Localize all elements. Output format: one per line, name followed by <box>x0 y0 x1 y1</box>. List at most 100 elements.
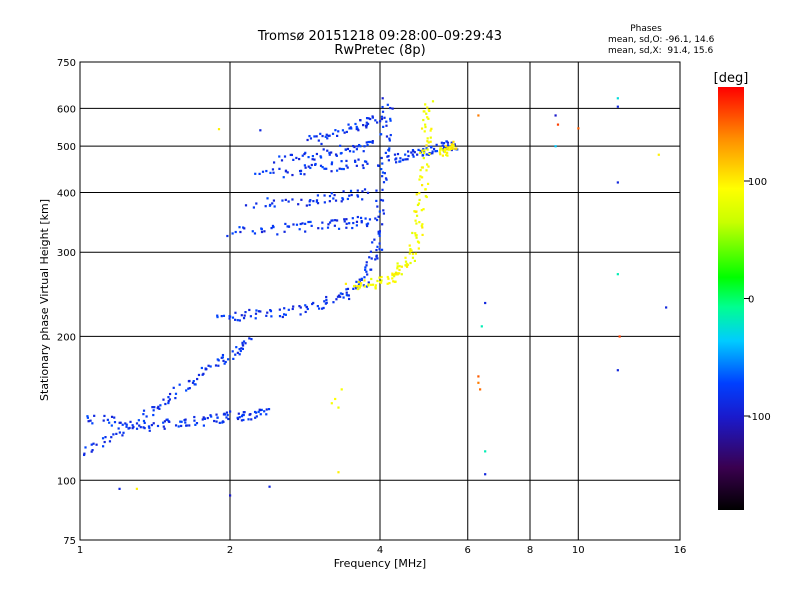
trace-point-o <box>142 409 146 412</box>
x-tick-label: 6 <box>465 545 471 556</box>
trace-point-x <box>426 140 429 143</box>
trace-point-o <box>90 450 93 453</box>
trace-point-o <box>117 427 120 430</box>
scatter-point <box>618 335 621 338</box>
trace-point-o <box>103 440 106 444</box>
trace-point-o <box>196 377 199 381</box>
trace-point-o <box>341 129 345 132</box>
trace-point-x <box>443 150 447 154</box>
trace-point-o <box>147 425 151 428</box>
trace-point-x <box>415 214 419 217</box>
trace-point-o <box>323 167 326 170</box>
trace-point-o <box>330 163 333 166</box>
trace-point-x <box>414 232 417 235</box>
trace-point-x <box>450 143 454 146</box>
trace-point-o <box>159 404 162 407</box>
trace-point-o <box>226 358 230 361</box>
trace-point-o <box>122 431 125 434</box>
trace-point-o <box>378 248 381 251</box>
trace-point-o <box>269 308 272 312</box>
trace-point-o <box>240 347 243 350</box>
trace-point-o <box>376 205 379 208</box>
trace-point-o <box>332 301 335 304</box>
trace-point-o <box>345 222 348 225</box>
trace-point-o <box>376 257 379 260</box>
scatter-point <box>334 397 337 401</box>
trace-point-o <box>129 420 132 423</box>
trace-point-o <box>298 305 301 308</box>
trace-point-o <box>254 312 258 315</box>
trace-point-o <box>207 364 210 367</box>
trace-point-o <box>145 415 148 418</box>
trace-point-o <box>287 308 290 311</box>
trace-point-o <box>331 219 334 222</box>
trace-point-o <box>222 314 226 317</box>
trace-point-x <box>446 154 449 157</box>
trace-point-o <box>227 417 230 421</box>
trace-point-o <box>316 304 319 308</box>
trace-point-o <box>322 306 325 310</box>
trace-point-o <box>125 423 128 426</box>
trace-point-o <box>213 419 216 423</box>
trace-point-o <box>369 117 372 121</box>
trace-point-o <box>376 245 379 248</box>
trace-point-o <box>354 160 357 163</box>
trace-point-o <box>167 401 170 405</box>
scatter-point <box>577 127 580 130</box>
trace-point-o <box>194 383 197 386</box>
trace-point-o <box>361 164 364 167</box>
trace-point-o <box>166 418 169 421</box>
trace-point-o <box>271 224 275 228</box>
trace-point-o <box>315 200 318 203</box>
trace-point-o <box>348 150 352 153</box>
trace-point-o <box>295 223 299 226</box>
trace-point-o <box>336 295 340 298</box>
trace-point-o <box>337 294 341 297</box>
trace-point-o <box>260 230 264 234</box>
trace-point-o <box>345 291 348 294</box>
trace-point-x <box>426 137 429 140</box>
trace-point-o <box>364 217 367 220</box>
trace-point-o <box>362 123 365 127</box>
trace-point-o <box>238 416 241 419</box>
trace-point-o <box>357 129 360 132</box>
trace-point-o <box>410 151 413 154</box>
scatter-point <box>554 114 557 117</box>
trace-point-o <box>83 452 86 455</box>
trace-point-o <box>326 137 329 140</box>
scatter-point <box>556 123 560 126</box>
trace-point-o <box>381 110 385 113</box>
trace-point-x <box>446 151 449 154</box>
trace-point-o <box>323 194 326 197</box>
colorbar-label: [deg] <box>714 71 749 86</box>
trace-point-o <box>317 139 320 142</box>
trace-point-o <box>445 146 448 149</box>
trace-point-o <box>220 315 223 318</box>
trace-point-o <box>238 353 241 356</box>
trace-point-o <box>266 197 269 200</box>
trace-point-o <box>247 418 250 421</box>
trace-point-o <box>226 234 229 238</box>
trace-point-o <box>184 418 187 421</box>
trace-point-o <box>101 445 105 448</box>
trace-point-x <box>405 265 409 268</box>
trace-point-x <box>363 285 366 288</box>
trace-point-o <box>305 204 308 207</box>
trace-point-o <box>383 116 386 119</box>
trace-point-o <box>395 157 398 160</box>
scatter-point <box>484 450 487 453</box>
trace-point-o <box>347 123 350 126</box>
trace-point-x <box>392 273 395 276</box>
trace-point-o <box>382 181 386 184</box>
trace-point-o <box>118 431 121 434</box>
trace-point-o <box>299 169 303 172</box>
trace-point-o <box>263 230 266 233</box>
trace-point-o <box>157 405 160 408</box>
trace-point-o <box>334 129 337 132</box>
trace-point-o <box>131 427 134 430</box>
trace-point-o <box>283 307 286 310</box>
trace-point-o <box>346 166 349 169</box>
trace-point-o <box>260 227 263 230</box>
trace-point-o <box>240 419 244 422</box>
trace-point-x <box>398 268 401 272</box>
